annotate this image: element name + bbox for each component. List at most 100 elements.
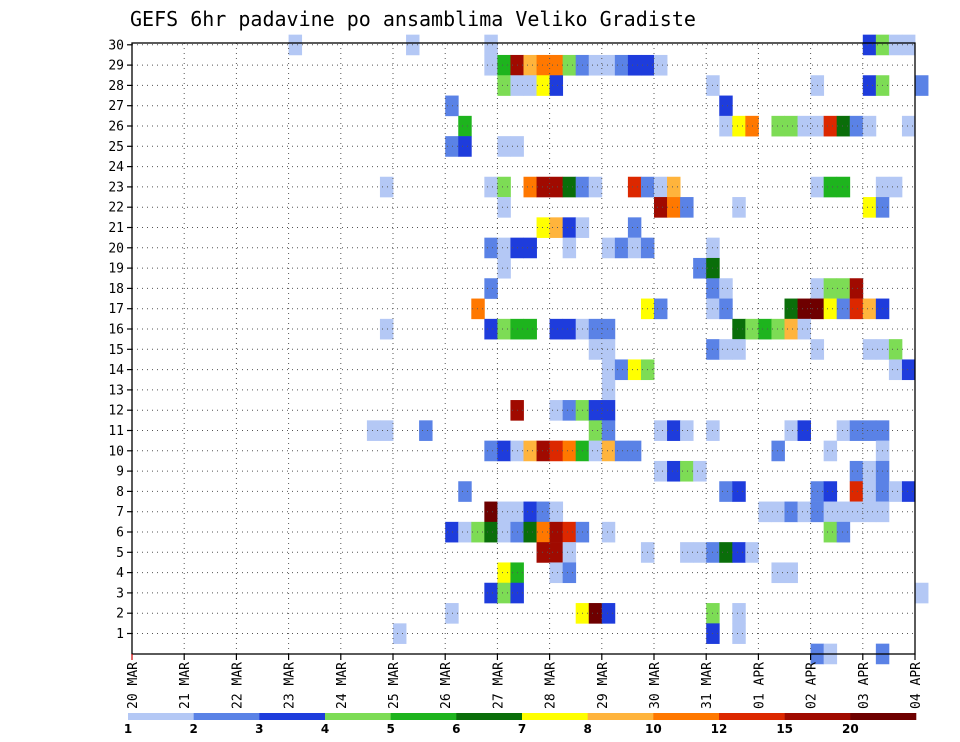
heatmap-cell bbox=[497, 75, 511, 96]
heatmap-cell bbox=[680, 460, 694, 482]
y-tick-label: 21 bbox=[108, 221, 124, 236]
heatmap-cell bbox=[549, 318, 564, 340]
heatmap-cell bbox=[849, 481, 864, 502]
heatmap-cell bbox=[758, 501, 772, 523]
legend-swatch bbox=[456, 713, 523, 720]
heatmap-cell bbox=[588, 440, 603, 462]
heatmap-cell bbox=[523, 318, 537, 340]
heatmap-cell bbox=[601, 318, 616, 340]
legend-swatch bbox=[719, 713, 785, 720]
x-tick-label: 21 MAR bbox=[178, 662, 193, 709]
x-tick-label: 25 MAR bbox=[387, 662, 402, 709]
heatmap-cell bbox=[771, 501, 785, 523]
heatmap-cell bbox=[627, 359, 642, 381]
legend-label: 6 bbox=[452, 722, 460, 736]
y-tick-label: 19 bbox=[108, 262, 124, 277]
legend-swatch bbox=[587, 713, 654, 720]
heatmap-cell bbox=[732, 115, 746, 137]
y-tick-label: 11 bbox=[108, 424, 124, 439]
heatmap-cell bbox=[471, 521, 485, 543]
heatmap-cell bbox=[497, 257, 511, 279]
heatmap-cell bbox=[627, 217, 642, 238]
heatmap-cell bbox=[719, 298, 733, 320]
heatmap-cell bbox=[536, 75, 550, 96]
heatmap-cell bbox=[823, 481, 838, 502]
legend-swatch bbox=[390, 713, 457, 720]
heatmap-cell bbox=[497, 237, 511, 259]
legend-label: 1 bbox=[124, 722, 132, 736]
heatmap-cell bbox=[915, 75, 929, 96]
heatmap-cell bbox=[379, 318, 394, 340]
y-tick-label: 20 bbox=[108, 241, 124, 256]
heatmap-cell bbox=[888, 481, 903, 502]
heatmap-cell bbox=[484, 318, 498, 340]
heatmap-cell bbox=[836, 501, 851, 523]
heatmap-cell bbox=[849, 278, 864, 299]
heatmap-cell bbox=[471, 298, 485, 320]
heatmap-cell bbox=[849, 298, 864, 320]
heatmap-cell bbox=[588, 603, 603, 624]
heatmap-cell bbox=[836, 420, 851, 441]
legend-label: 8 bbox=[583, 722, 591, 736]
x-tick-label: 29 MAR bbox=[596, 662, 611, 709]
heatmap-cell bbox=[549, 400, 564, 421]
heatmap-cell bbox=[771, 562, 785, 584]
heatmap-cell bbox=[549, 562, 564, 584]
heatmap-cell bbox=[484, 237, 498, 259]
heatmap-cell bbox=[849, 420, 864, 441]
y-tick-label: 10 bbox=[108, 444, 124, 459]
heatmap-cell bbox=[732, 339, 746, 360]
heatmap-cell bbox=[497, 562, 511, 584]
heatmap-cell bbox=[497, 501, 511, 523]
y-tick-label: 8 bbox=[116, 485, 124, 500]
y-tick-label: 26 bbox=[108, 120, 124, 135]
heatmap-cell bbox=[379, 176, 394, 198]
heatmap-cell bbox=[484, 582, 498, 604]
heatmap-cell bbox=[732, 481, 746, 502]
heatmap-cell bbox=[445, 603, 459, 624]
heatmap-cell bbox=[823, 298, 838, 320]
heatmap-cell bbox=[732, 623, 746, 644]
heatmap-cell bbox=[888, 359, 903, 381]
heatmap-cell bbox=[667, 197, 681, 218]
heatmap-cell bbox=[849, 501, 864, 523]
legend-swatch bbox=[653, 713, 720, 720]
heatmap-cell bbox=[784, 501, 798, 523]
heatmap-cell bbox=[549, 217, 564, 238]
y-tick-label: 25 bbox=[108, 140, 124, 155]
heatmap-cell bbox=[901, 359, 916, 381]
x-tick-label: 04 APR bbox=[909, 662, 924, 709]
heatmap-cell bbox=[523, 54, 537, 76]
heatmap-cell bbox=[601, 54, 616, 76]
heatmap-cell bbox=[497, 176, 511, 198]
heatmap-cell bbox=[654, 420, 668, 441]
heatmap-cell bbox=[484, 440, 498, 462]
heatmap-cell bbox=[627, 176, 642, 198]
heatmap-cell bbox=[784, 420, 798, 441]
heatmap-cell bbox=[823, 176, 838, 198]
heatmap-cell bbox=[549, 75, 564, 96]
heatmap-cell bbox=[458, 115, 472, 137]
x-tick-label: 20 MAR bbox=[126, 662, 141, 709]
legend-label: 2 bbox=[189, 722, 197, 736]
heatmap-cell bbox=[536, 217, 550, 238]
heatmap-cell bbox=[862, 115, 877, 137]
heatmap-cell bbox=[693, 542, 707, 563]
heatmap-cell bbox=[536, 542, 550, 563]
heatmap-cell bbox=[719, 481, 733, 502]
heatmap-cell bbox=[667, 176, 681, 198]
legend-swatch bbox=[128, 713, 194, 720]
heatmap-cell bbox=[562, 54, 577, 76]
heatmap-cell bbox=[862, 298, 877, 320]
heatmap-cell bbox=[601, 603, 616, 624]
heatmap-cell bbox=[588, 339, 603, 360]
heatmap-cell bbox=[836, 176, 851, 198]
heatmap-cell bbox=[562, 440, 577, 462]
heatmap-cell bbox=[614, 359, 629, 381]
heatmap-cell bbox=[588, 318, 603, 340]
y-tick-label: 27 bbox=[108, 99, 124, 114]
y-tick-label: 4 bbox=[116, 566, 124, 581]
heatmap-cell bbox=[419, 420, 433, 441]
y-axis: 1234567891011121314151617181920212223242… bbox=[108, 38, 132, 642]
heatmap-cell bbox=[562, 237, 577, 259]
